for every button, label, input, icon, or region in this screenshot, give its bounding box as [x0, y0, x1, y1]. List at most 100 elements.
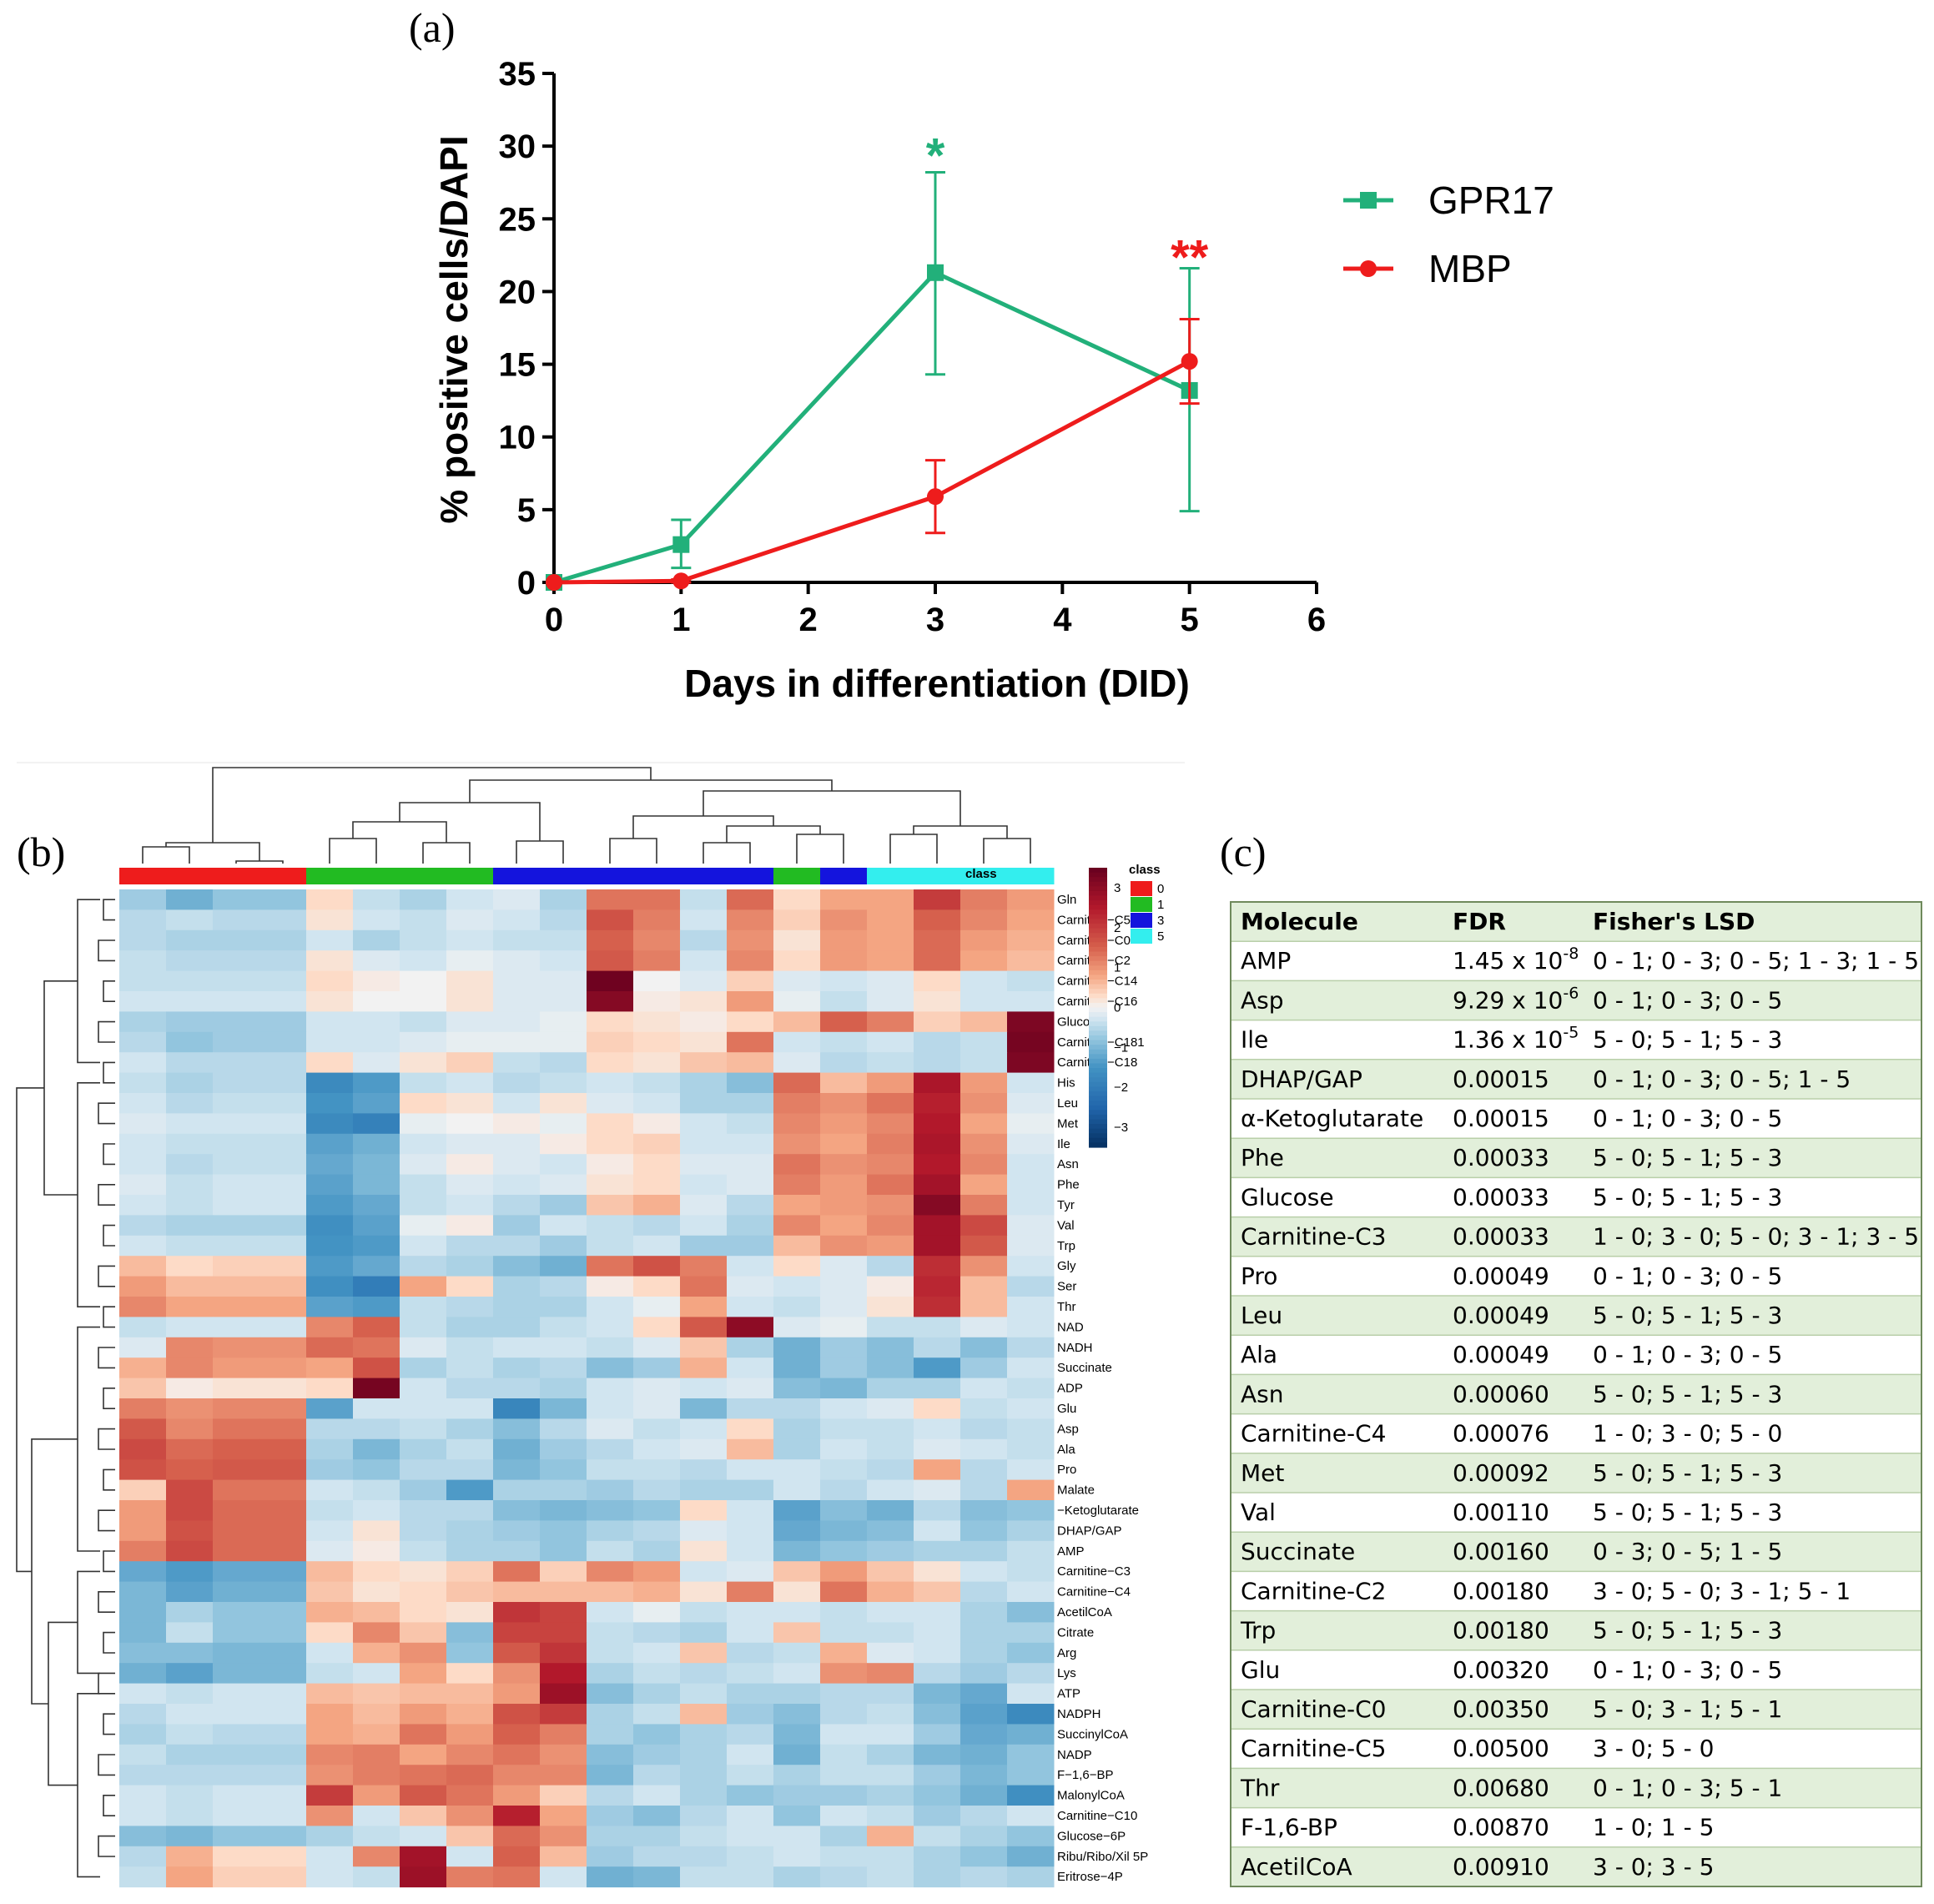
heatmap-cell	[306, 1093, 354, 1114]
heatmap-cell	[680, 1031, 728, 1053]
heatmap-cell	[727, 1724, 774, 1745]
table-row-bg	[1231, 1413, 1921, 1453]
dendrogram-link	[913, 825, 1008, 839]
heatmap-cell	[1007, 1438, 1055, 1460]
heatmap-cell	[400, 1704, 447, 1725]
colorbar-step	[1089, 1101, 1107, 1106]
heatmap-cell	[1007, 950, 1055, 972]
table-row-bg	[1231, 1571, 1921, 1611]
heatmap-cell	[633, 970, 681, 992]
heatmap-cell	[166, 1418, 214, 1440]
table-cell-fdr: 0.00160	[1453, 1538, 1549, 1565]
heatmap-cell	[633, 1683, 681, 1705]
heatmap-cell	[727, 1133, 774, 1155]
heatmap-cell	[493, 1133, 541, 1155]
heatmap-cell	[587, 1520, 634, 1542]
heatmap-cell	[166, 1133, 214, 1155]
colorbar-step	[1089, 942, 1107, 948]
heatmap-cell	[914, 1297, 961, 1317]
heatmap-cell	[867, 1093, 914, 1114]
heatmap-cell	[446, 1418, 494, 1440]
heatmap-cell	[633, 1195, 681, 1216]
heatmap-cell	[166, 1479, 214, 1501]
heatmap-cell	[633, 1031, 681, 1053]
heatmap-cell	[773, 1154, 821, 1176]
heatmap-cell	[119, 970, 167, 992]
heatmap-row-label: Leu	[1057, 1096, 1078, 1111]
heatmap-cell	[446, 1663, 494, 1685]
heatmap-cell	[960, 1602, 1008, 1623]
heatmap-cell	[960, 1276, 1008, 1297]
heatmap-cell	[633, 991, 681, 1012]
heatmap-cell	[633, 1256, 681, 1277]
colorbar-step	[1089, 1045, 1107, 1050]
heatmap-cell	[867, 1602, 914, 1623]
heatmap-cell	[727, 1520, 774, 1542]
heatmap-cell	[306, 1744, 354, 1765]
heatmap-cell	[727, 1602, 774, 1623]
heatmap-cell	[306, 1256, 354, 1277]
heatmap-cell	[867, 1235, 914, 1257]
heatmap-cell	[960, 1663, 1008, 1685]
heatmap-cell	[306, 1133, 354, 1155]
heatmap-cell	[166, 1297, 214, 1317]
heatmap-cell	[119, 1093, 167, 1114]
heatmap-cell	[820, 1866, 868, 1888]
heatmap-cell	[213, 1418, 260, 1440]
heatmap-cell	[727, 1826, 774, 1847]
heatmap-cell	[166, 1398, 214, 1419]
heatmap-cell	[306, 1683, 354, 1705]
heatmap-cell	[353, 1011, 400, 1033]
heatmap-cell	[213, 1846, 260, 1867]
heatmap-cell	[540, 1622, 587, 1644]
heatmap-cell	[820, 889, 868, 910]
heatmap-cell	[259, 1398, 307, 1419]
heatmap-cell	[540, 1500, 587, 1521]
heatmap-cell	[400, 1683, 447, 1705]
x-tick-label: 0	[545, 602, 563, 638]
table-row-bg	[1231, 1059, 1921, 1099]
heatmap-cell	[680, 970, 728, 992]
heatmap-cell	[820, 1438, 868, 1460]
heatmap-cell	[446, 1438, 494, 1460]
y-tick-label: 20	[499, 274, 536, 310]
heatmap-cell	[960, 909, 1008, 931]
class-legend-label: 1	[1157, 898, 1164, 912]
heatmap-cell	[306, 1357, 354, 1379]
heatmap-cell	[213, 1297, 260, 1317]
table-cell-fdr: 0.00015	[1453, 1065, 1549, 1093]
heatmap-cell	[867, 1663, 914, 1685]
heatmap-cell	[166, 1683, 214, 1705]
heatmap-row-label: Phe	[1057, 1178, 1080, 1192]
table-cell-fdr: 0.00180	[1453, 1577, 1549, 1604]
heatmap-cell	[353, 1602, 400, 1623]
table-cell-lsd: 5 - 0; 5 - 1; 5 - 3	[1593, 1026, 1782, 1054]
heatmap-cell	[446, 929, 494, 951]
heatmap-cell	[259, 1663, 307, 1685]
heatmap-cell	[166, 1235, 214, 1257]
heatmap-cell	[306, 1561, 354, 1583]
heatmap-cell	[446, 1622, 494, 1644]
chart-a-y-axis-label: % positive cells/DAPI	[432, 135, 476, 523]
heatmap-cell	[119, 1561, 167, 1583]
heatmap-cell	[353, 1642, 400, 1664]
heatmap-cell	[213, 1642, 260, 1664]
heatmap-cell	[727, 1113, 774, 1135]
heatmap-cell	[259, 1806, 307, 1826]
heatmap-cell	[400, 1052, 447, 1074]
heatmap-cell	[259, 1459, 307, 1481]
heatmap-cell	[166, 1765, 214, 1786]
dendrogram-link	[142, 846, 190, 864]
table-cell-molecule: Met	[1241, 1459, 1284, 1487]
heatmap-cell	[633, 1540, 681, 1562]
colorbar-step	[1089, 975, 1107, 980]
heatmap-cell	[540, 909, 587, 931]
heatmap-cell	[820, 1052, 868, 1074]
heatmap-cell	[680, 1602, 728, 1623]
heatmap-class-legend: class 0 1 35	[1129, 863, 1164, 944]
heatmap-cell	[213, 1337, 260, 1358]
table-cell-lsd: 1 - 0; 3 - 0; 5 - 0	[1593, 1420, 1782, 1448]
heatmap-cell	[306, 1317, 354, 1338]
heatmap-cell	[867, 1744, 914, 1765]
table-cell-molecule: AMP	[1241, 947, 1291, 975]
